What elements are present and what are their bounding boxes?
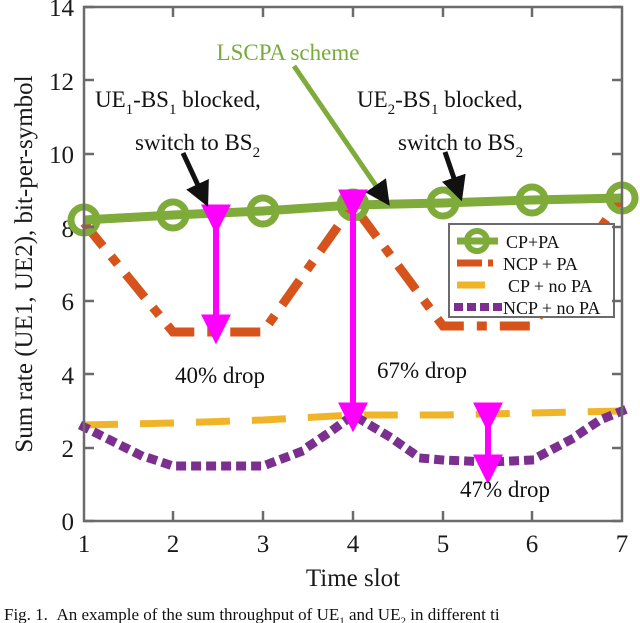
ue1-note-switch: switch to BS [135,130,253,155]
ue2-note-bs2sub: 2 [516,145,524,161]
y-tick-0: 0 [62,509,75,536]
figure-caption: Fig. 1. An example of the sum throughput… [4,604,636,623]
y-axis-title: Sum rate (UE1, UE2), bit-per-symbol [11,75,38,452]
pointer-arrow-lscpa [291,64,390,206]
series-line-ncp-pa [80,194,626,337]
svg-text:UE1-BS1 blocked,: UE1-BS1 blocked, [95,87,261,118]
ue1-note-ue: UE [95,87,126,112]
pointer-arrow-ue1 [180,151,209,207]
y-tick-6: 6 [62,289,75,316]
y-tick-14: 14 [49,0,75,22]
caption-sub-1: 1 [339,615,345,623]
ue2-note-bs: -BS [395,87,431,112]
caption-body-3: in different ti [405,605,500,623]
y-tick-12: 12 [49,69,74,96]
caption-prefix: Fig. 1. [4,605,48,623]
x-tick-2: 2 [167,531,180,558]
x-axis-title: Time slot [306,565,400,592]
legend-label-ncp-pa: NCP + PA [503,254,578,274]
y-tick-2: 2 [62,436,75,463]
svg-text:switch to BS2: switch to BS2 [398,130,523,161]
drop-label-40: 40% drop [175,363,265,388]
legend-label-ncp-no-pa: NCP + no PA [503,298,600,318]
drop-label-47: 47% drop [460,477,550,502]
legend-marker-cp-pa [464,228,490,254]
x-tick-7: 7 [616,531,629,558]
ue2-note-switch: switch to BS [398,130,516,155]
x-tick-3: 3 [257,531,270,558]
ue2-note-sub2: 1 [431,102,439,118]
y-axis-tick-labels: 14 12 10 8 6 4 2 0 [49,0,75,536]
legend-label-cp-no-pa: CP + no PA [508,276,592,296]
ue2-note-ue: UE [357,87,388,112]
x-axis-tick-labels: 1 2 3 4 5 6 7 [78,531,629,558]
x-tick-4: 4 [347,531,360,558]
pointer-arrow-ue2 [441,151,466,202]
svg-text:switch to BS2: switch to BS2 [135,130,260,161]
legend-label-cp-pa: CP+PA [506,232,560,252]
annotation-ue2-blocked: UE2-BS1 blocked, switch to BS2 [357,87,523,161]
x-tick-5: 5 [437,531,450,558]
chart-legend[interactable]: CP+PA NCP + PA CP + no PA NCP + no PA [448,223,615,318]
legend-item-cp-no-pa[interactable]: CP + no PA [457,276,592,296]
legend-item-ncp-no-pa[interactable]: NCP + no PA [454,298,600,318]
drop-label-67: 67% drop [377,358,467,383]
series-line-cp-no-pa [83,407,623,429]
annotation-ue1-blocked: UE1-BS1 blocked, switch to BS2 [95,87,261,161]
ue1-note-sub2: 1 [169,102,177,118]
caption-sub-2: 2 [400,615,406,623]
ue1-note-bs: -BS [133,87,169,112]
legend-item-cp-pa[interactable]: CP+PA [457,228,560,254]
svg-text:UE2-BS1 blocked,: UE2-BS1 blocked, [357,87,523,118]
lscpa-scheme-label: LSCPA scheme [217,40,360,65]
ue2-note-blocked: blocked, [438,87,522,112]
y-tick-10: 10 [49,142,74,169]
legend-item-ncp-pa[interactable]: NCP + PA [457,254,578,274]
ue1-note-sub1: 1 [126,102,134,118]
caption-body-2: and UE [344,605,401,623]
series-line-ncp-no-pa [77,405,628,471]
x-tick-6: 6 [526,531,539,558]
y-tick-4: 4 [62,363,75,390]
x-tick-1: 1 [78,531,91,558]
ue1-note-blocked: blocked, [176,87,260,112]
caption-body: An example of the sum throughput of UE [56,605,340,623]
ue1-note-bs2sub: 2 [253,145,261,161]
ue2-note-sub1: 2 [388,102,396,118]
axis-ticks [84,5,622,523]
